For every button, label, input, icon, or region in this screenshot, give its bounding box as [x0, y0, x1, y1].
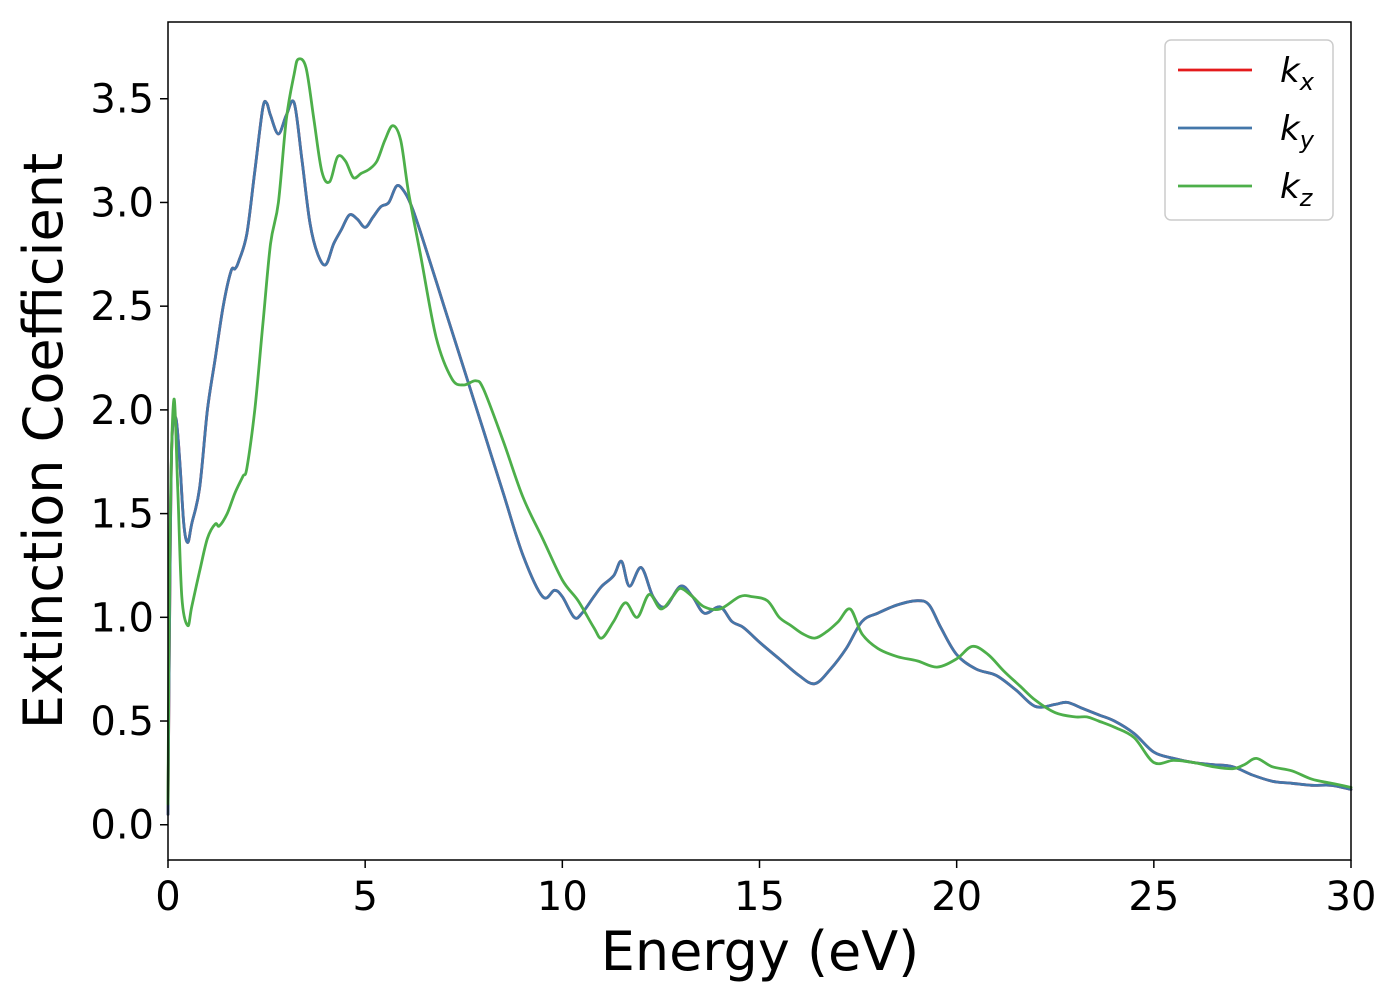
x-tick-label: 15 [734, 874, 785, 920]
y-tick-label: 3.0 [90, 180, 154, 226]
y-axis-title: Extinction Coefficient [12, 153, 75, 729]
y-tick-label: 0.5 [90, 699, 154, 745]
x-tick-label: 10 [537, 874, 588, 920]
x-axis: 0 5 10 15 20 25 30 [155, 860, 1376, 920]
legend: kx ky kz [1164, 39, 1334, 221]
y-tick-label: 1.0 [90, 595, 154, 641]
y-tick-label: 1.5 [90, 492, 154, 538]
series-line-y [166, 99, 1353, 816]
x-tick-label: 20 [931, 874, 982, 920]
legend-label-x: kx [1280, 51, 1315, 96]
x-tick-label: 25 [1128, 874, 1179, 920]
x-tick-label: 0 [155, 874, 180, 920]
series-layer [166, 57, 1353, 816]
x-axis-title: Energy (eV) [601, 920, 920, 983]
x-tick-label: 5 [352, 874, 377, 920]
legend-label-z: kz [1280, 167, 1314, 212]
legend-frame [1164, 39, 1334, 221]
y-tick-label: 2.0 [90, 388, 154, 434]
y-tick-label: 3.5 [90, 77, 154, 123]
x-tick-label: 30 [1326, 874, 1377, 920]
y-axis: 0.0 0.5 1.0 1.5 2.0 2.5 3.0 3.5 [90, 77, 168, 849]
legend-label-y: ky [1280, 109, 1315, 154]
y-tick-label: 0.0 [90, 803, 154, 849]
y-tick-label: 2.5 [90, 284, 154, 330]
series-line-z [166, 57, 1353, 806]
